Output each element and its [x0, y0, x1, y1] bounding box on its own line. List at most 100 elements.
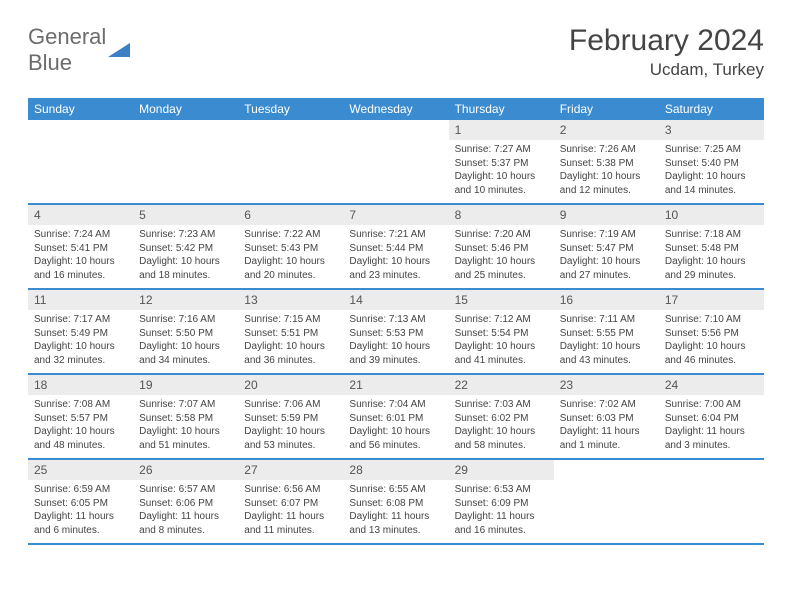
day-cell: 17Sunrise: 7:10 AMSunset: 5:56 PMDayligh… — [659, 290, 764, 373]
logo-part2: Blue — [28, 50, 72, 75]
day-info: Sunrise: 6:55 AMSunset: 6:08 PMDaylight:… — [343, 483, 448, 537]
day-cell: 24 Sunrise: 7:00 AMSunset: 6:04 PMDayligh… — [659, 375, 764, 458]
logo-part1: General — [28, 24, 106, 49]
day-cell: 1Sunrise: 7:27 AMSunset: 5:37 PMDaylight… — [449, 120, 554, 203]
dayname: Sunday — [28, 98, 133, 120]
day-info: Sunrise: 7:04 AMSunset: 6:01 PMDaylight:… — [343, 398, 448, 452]
day-cell: 10Sunrise: 7:18 AMSunset: 5:48 PMDayligh… — [659, 205, 764, 288]
day-cell: 18Sunrise: 7:08 AMSunset: 5:57 PMDayligh… — [28, 375, 133, 458]
dayname: Tuesday — [238, 98, 343, 120]
day-info: Sunrise: 6:56 AMSunset: 6:07 PMDaylight:… — [238, 483, 343, 537]
day-cell: . — [554, 460, 659, 543]
day-number: 1 — [449, 120, 554, 140]
day-cell: 11 Sunrise: 7:17 AMSunset: 5:49 PMDayligh… — [28, 290, 133, 373]
day-number: 25 — [28, 460, 133, 480]
day-cell: 26Sunrise: 6:57 AMSunset: 6:06 PMDayligh… — [133, 460, 238, 543]
day-number: 22 — [449, 375, 554, 395]
title-block: February 2024 Ucdam, Turkey — [569, 24, 764, 80]
day-number: 13 — [238, 290, 343, 310]
logo-triangle-icon — [108, 43, 130, 57]
day-number: 29 — [449, 460, 554, 480]
day-cell: 4 Sunrise: 7:24 AMSunset: 5:41 PMDaylight… — [28, 205, 133, 288]
dayname: Saturday — [659, 98, 764, 120]
day-number: 28 — [343, 460, 448, 480]
weeks: ....1Sunrise: 7:27 AMSunset: 5:37 PMDayl… — [28, 120, 764, 545]
day-cell: 16 Sunrise: 7:11 AMSunset: 5:55 PMDayligh… — [554, 290, 659, 373]
day-number: 8 — [449, 205, 554, 225]
day-cell: 13 Sunrise: 7:15 AMSunset: 5:51 PMDayligh… — [238, 290, 343, 373]
day-number: 14 — [343, 290, 448, 310]
day-cell: 27 Sunrise: 6:56 AMSunset: 6:07 PMDayligh… — [238, 460, 343, 543]
day-number: 20 — [238, 375, 343, 395]
calendar: SundayMondayTuesdayWednesdayThursdayFrid… — [28, 98, 764, 545]
day-number: 18 — [28, 375, 133, 395]
day-cell: 19Sunrise: 7:07 AMSunset: 5:58 PMDayligh… — [133, 375, 238, 458]
day-info: Sunrise: 7:02 AMSunset: 6:03 PMDaylight:… — [554, 398, 659, 452]
day-info: Sunrise: 7:25 AMSunset: 5:40 PMDaylight:… — [659, 143, 764, 197]
day-number: 15 — [449, 290, 554, 310]
day-number: 12 — [133, 290, 238, 310]
day-number: 24 — [659, 375, 764, 395]
day-number: 9 — [554, 205, 659, 225]
logo-text: General Blue — [28, 24, 106, 76]
day-number: 11 — [28, 290, 133, 310]
day-number: 16 — [554, 290, 659, 310]
day-cell: 28 Sunrise: 6:55 AMSunset: 6:08 PMDayligh… — [343, 460, 448, 543]
day-number: 4 — [28, 205, 133, 225]
day-info: Sunrise: 6:57 AMSunset: 6:06 PMDaylight:… — [133, 483, 238, 537]
day-info: Sunrise: 7:07 AMSunset: 5:58 PMDaylight:… — [133, 398, 238, 452]
location: Ucdam, Turkey — [569, 60, 764, 80]
day-info: Sunrise: 7:23 AMSunset: 5:42 PMDaylight:… — [133, 228, 238, 282]
logo: General Blue — [28, 24, 130, 76]
day-cell: 9 Sunrise: 7:19 AMSunset: 5:47 PMDaylight… — [554, 205, 659, 288]
day-cell: . — [343, 120, 448, 203]
header: General Blue February 2024 Ucdam, Turkey — [28, 24, 764, 80]
day-cell: . — [133, 120, 238, 203]
week-row: 4 Sunrise: 7:24 AMSunset: 5:41 PMDaylight… — [28, 205, 764, 290]
day-cell: 6 Sunrise: 7:22 AMSunset: 5:43 PMDaylight… — [238, 205, 343, 288]
day-info: Sunrise: 7:16 AMSunset: 5:50 PMDaylight:… — [133, 313, 238, 367]
day-number: 27 — [238, 460, 343, 480]
day-cell: 25 Sunrise: 6:59 AMSunset: 6:05 PMDayligh… — [28, 460, 133, 543]
day-number: 21 — [343, 375, 448, 395]
day-info: Sunrise: 7:18 AMSunset: 5:48 PMDaylight:… — [659, 228, 764, 282]
day-info: Sunrise: 7:20 AMSunset: 5:46 PMDaylight:… — [449, 228, 554, 282]
day-info: Sunrise: 7:15 AMSunset: 5:51 PMDaylight:… — [238, 313, 343, 367]
day-info: Sunrise: 7:03 AMSunset: 6:02 PMDaylight:… — [449, 398, 554, 452]
day-info: Sunrise: 6:53 AMSunset: 6:09 PMDaylight:… — [449, 483, 554, 537]
day-info: Sunrise: 7:24 AMSunset: 5:41 PMDaylight:… — [28, 228, 133, 282]
day-info: Sunrise: 7:10 AMSunset: 5:56 PMDaylight:… — [659, 313, 764, 367]
dayname: Wednesday — [343, 98, 448, 120]
day-info: Sunrise: 7:26 AMSunset: 5:38 PMDaylight:… — [554, 143, 659, 197]
day-cell: 29 Sunrise: 6:53 AMSunset: 6:09 PMDayligh… — [449, 460, 554, 543]
dayname: Friday — [554, 98, 659, 120]
day-cell: 15 Sunrise: 7:12 AMSunset: 5:54 PMDayligh… — [449, 290, 554, 373]
day-number: 2 — [554, 120, 659, 140]
day-info: Sunrise: 7:00 AMSunset: 6:04 PMDaylight:… — [659, 398, 764, 452]
day-number: 23 — [554, 375, 659, 395]
day-cell: 3 Sunrise: 7:25 AMSunset: 5:40 PMDaylight… — [659, 120, 764, 203]
day-cell: 2 Sunrise: 7:26 AMSunset: 5:38 PMDaylight… — [554, 120, 659, 203]
day-info: Sunrise: 7:19 AMSunset: 5:47 PMDaylight:… — [554, 228, 659, 282]
dayname-row: SundayMondayTuesdayWednesdayThursdayFrid… — [28, 98, 764, 120]
day-info: Sunrise: 7:21 AMSunset: 5:44 PMDaylight:… — [343, 228, 448, 282]
day-cell: 20Sunrise: 7:06 AMSunset: 5:59 PMDayligh… — [238, 375, 343, 458]
day-cell: . — [238, 120, 343, 203]
day-cell: . — [28, 120, 133, 203]
day-cell: 5Sunrise: 7:23 AMSunset: 5:42 PMDaylight… — [133, 205, 238, 288]
day-number: 6 — [238, 205, 343, 225]
day-info: Sunrise: 7:12 AMSunset: 5:54 PMDaylight:… — [449, 313, 554, 367]
day-cell: 23 Sunrise: 7:02 AMSunset: 6:03 PMDayligh… — [554, 375, 659, 458]
day-info: Sunrise: 7:17 AMSunset: 5:49 PMDaylight:… — [28, 313, 133, 367]
day-info: Sunrise: 7:11 AMSunset: 5:55 PMDaylight:… — [554, 313, 659, 367]
day-cell: 12 Sunrise: 7:16 AMSunset: 5:50 PMDayligh… — [133, 290, 238, 373]
day-cell: 22 Sunrise: 7:03 AMSunset: 6:02 PMDayligh… — [449, 375, 554, 458]
day-info: Sunrise: 6:59 AMSunset: 6:05 PMDaylight:… — [28, 483, 133, 537]
day-cell: 21 Sunrise: 7:04 AMSunset: 6:01 PMDayligh… — [343, 375, 448, 458]
day-cell: 14 Sunrise: 7:13 AMSunset: 5:53 PMDayligh… — [343, 290, 448, 373]
day-number: 3 — [659, 120, 764, 140]
day-info: Sunrise: 7:22 AMSunset: 5:43 PMDaylight:… — [238, 228, 343, 282]
day-info: Sunrise: 7:13 AMSunset: 5:53 PMDaylight:… — [343, 313, 448, 367]
day-cell: . — [659, 460, 764, 543]
month-title: February 2024 — [569, 24, 764, 58]
